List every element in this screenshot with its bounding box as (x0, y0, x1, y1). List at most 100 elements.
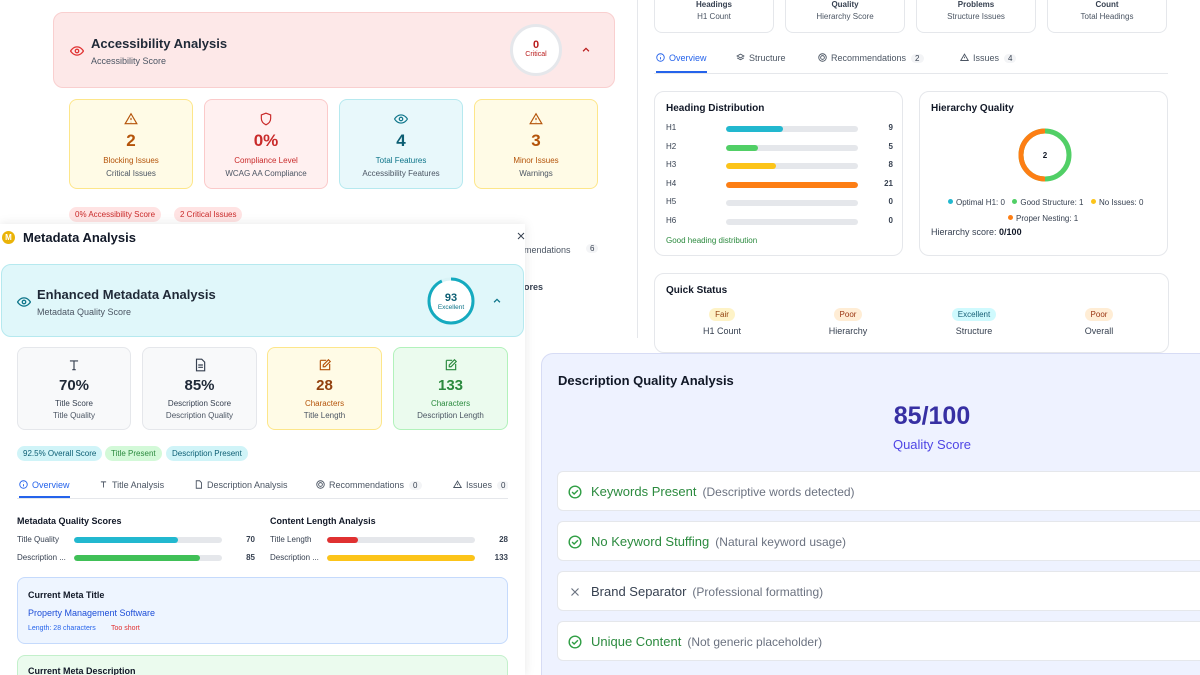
heading-distribution-box: Heading Distribution H1 9 H2 5 H3 8 H4 21 H5 0 H6 0… (654, 91, 903, 256)
card-sub: Description Quality (165, 411, 234, 420)
tab-description-analysis[interactable]: Description Analysis (194, 480, 288, 498)
card-value: 2 (126, 131, 136, 150)
tab-label: Title Analysis (112, 480, 165, 490)
metric-label: Description ... (270, 553, 319, 562)
metadata-header-subtitle: Metadata Quality Score (37, 307, 132, 317)
check-label: No Keyword Stuffing (Natural keyword usag… (591, 534, 847, 549)
metric-bar-track (327, 537, 475, 543)
description-quality-score-label: Quality Score (892, 437, 972, 452)
quick-status-badge: Poor (1084, 308, 1114, 321)
current-meta-title-box: Current Meta Title Property Management S… (17, 577, 508, 644)
stat-card-title: Quality (831, 0, 859, 9)
tab-recommendations[interactable]: Recommendations 0 (316, 480, 422, 498)
heading-bar-track (726, 126, 858, 132)
card-value: 3 (531, 131, 541, 150)
tab-issues[interactable]: Issues 0 (453, 480, 508, 498)
heading-bar-fill (726, 126, 783, 132)
card-label: Compliance Level (234, 156, 298, 165)
hierarchy-quality-box: Hierarchy Quality 2 Optimal H1: 0 Good S… (919, 91, 1168, 256)
stat-card-sub: H1 Count (697, 12, 731, 21)
card-label: Description Score (167, 399, 232, 408)
quick-status-item: Poor Overall (1059, 304, 1139, 336)
title-score-card: 70% Title Score Title Quality (17, 347, 131, 430)
heading-bar-track (726, 181, 858, 188)
card-value: 133 (437, 377, 464, 394)
tab-issues[interactable]: Issues 4 (960, 53, 1017, 73)
tab-title-analysis[interactable]: Title Analysis (99, 480, 164, 498)
metric-bar-fill (327, 555, 475, 561)
metadata-window-title: Metadata Analysis (23, 230, 136, 245)
distribution-note: Good heading distribution (666, 236, 758, 245)
card-sub: Title Length (303, 411, 346, 420)
tab-badge: 0 (497, 481, 508, 490)
quick-status-box: Quick Status (654, 273, 1169, 353)
tab-structure[interactable]: Structure (736, 53, 786, 73)
current-meta-title-heading: Current Meta Title (28, 590, 105, 600)
eye-icon (70, 46, 84, 56)
edit-icon (319, 358, 331, 371)
info-icon (656, 53, 665, 62)
card-value: 70% (58, 377, 90, 394)
metadata-score-ring: 93 Excellent (427, 277, 475, 325)
chevron-up-icon[interactable] (581, 45, 591, 55)
metric-bar-row: Title Quality 70 (17, 534, 255, 546)
check-row: Brand Separator (Professional formatting) (557, 571, 1200, 611)
chevron-up-icon[interactable] (492, 296, 502, 306)
metric-bar-track (74, 537, 222, 543)
stat-card-h1-count: Headings H1 Count (654, 0, 774, 33)
tab-recommendations[interactable]: Recommendations 2 (818, 53, 924, 73)
tab-label: Overview (669, 53, 707, 63)
quick-status-item: Excellent Structure (934, 304, 1014, 336)
card-sub: Warnings (519, 169, 553, 178)
target-icon (818, 53, 827, 62)
metadata-header-title: Enhanced Metadata Analysis (37, 287, 216, 302)
metric-bar-row: Description ... 85 (17, 552, 255, 564)
heading-count: 9 (888, 123, 893, 132)
quick-status-label: Overall (1084, 326, 1114, 336)
check-row: No Keyword Stuffing (Natural keyword usag… (557, 521, 1200, 561)
accessibility-score-label: Critical (525, 51, 547, 58)
heading-level-label: H2 (666, 141, 677, 151)
quick-status-label: Hierarchy (828, 326, 868, 336)
check-label: Unique Content (Not generic placeholder) (591, 634, 823, 649)
check-circle-icon (568, 635, 582, 649)
check-circle-icon (568, 535, 582, 549)
quick-status-item: Fair H1 Count (682, 304, 762, 336)
metric-label: Title Quality (17, 535, 59, 544)
card-sub: Critical Issues (106, 169, 156, 178)
tab-label: Description Analysis (207, 480, 288, 490)
heading-row-h5: H5 0 (666, 197, 893, 209)
metadata-tabs: Overview Title Analysis Description Anal… (17, 480, 508, 499)
metric-value: 85 (246, 553, 255, 562)
card-label: Characters (304, 399, 345, 408)
content-length-title: Content Length Analysis (270, 516, 376, 526)
scores-fragment: ores (524, 282, 544, 292)
check-note: (Descriptive words detected) (702, 485, 855, 499)
description-present-pill: Description Present (166, 446, 248, 461)
heading-bar-fill (726, 181, 858, 188)
text-icon (100, 481, 107, 488)
tab-label: Overview (32, 480, 70, 490)
check-note: (Natural keyword usage) (715, 535, 847, 549)
metric-bar-fill (327, 537, 359, 543)
stat-card-total-headings: Count Total Headings (1047, 0, 1167, 33)
tab-label: Recommendations (831, 53, 907, 63)
stat-card-sub: Total Headings (1080, 12, 1134, 21)
card-sub: WCAG AA Compliance (225, 169, 307, 178)
tab-overview[interactable]: Overview (656, 53, 707, 73)
metric-bar-track (74, 555, 222, 561)
close-icon[interactable] (515, 230, 527, 242)
card-label: Characters (430, 399, 471, 408)
tab-overview[interactable]: Overview (19, 480, 70, 498)
metric-bar-fill (74, 537, 178, 543)
tab-label: Issues (973, 53, 1000, 63)
warning-icon (124, 112, 138, 125)
overall-score-pill: 92.5% Overall Score (17, 446, 103, 461)
accessibility-subtitle: Accessibility Score (91, 56, 167, 66)
too-short-warning: Too short (111, 625, 140, 632)
metric-value: 133 (494, 553, 508, 562)
document-icon (195, 480, 202, 489)
heading-level-label: H3 (666, 160, 677, 169)
hierarchy-donut: 2 (1018, 128, 1072, 182)
card-sub: Title Quality (53, 411, 95, 420)
